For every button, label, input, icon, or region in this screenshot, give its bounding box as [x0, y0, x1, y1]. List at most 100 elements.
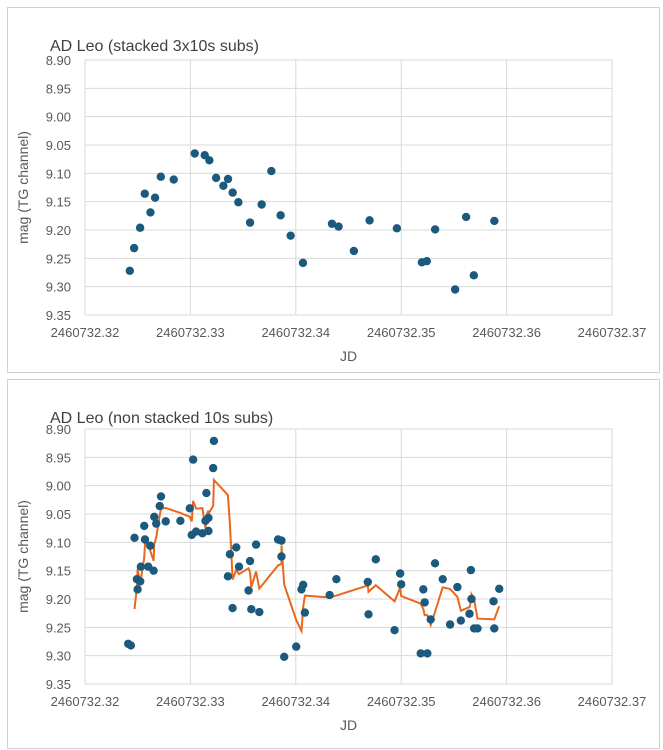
y-tick-label: 9.35 — [46, 677, 71, 692]
data-point — [363, 577, 372, 587]
data-point — [445, 620, 455, 629]
data-point — [205, 156, 214, 165]
data-point — [161, 517, 170, 526]
data-point — [298, 258, 308, 268]
data-point — [135, 223, 145, 232]
data-point — [422, 256, 432, 266]
y-tick-label: 9.15 — [46, 195, 71, 210]
data-point — [466, 565, 476, 575]
x-tick-label: 2460732.32 — [51, 325, 120, 340]
y-tick-label: 9.00 — [46, 479, 71, 494]
data-point — [461, 212, 471, 222]
data-point — [149, 566, 158, 575]
x-tick-label: 2460732.32 — [51, 694, 120, 709]
data-point — [438, 574, 447, 584]
data-point — [251, 540, 261, 549]
data-point — [130, 533, 139, 542]
data-point — [156, 492, 166, 501]
data-point — [223, 174, 233, 184]
x-tick-label: 2460732.35 — [367, 694, 436, 709]
data-point — [267, 166, 276, 176]
data-point — [257, 200, 266, 209]
y-tick-label: 9.00 — [46, 110, 71, 125]
data-point — [245, 218, 255, 227]
data-point — [152, 519, 161, 528]
data-point — [280, 652, 289, 661]
y-tick-label: 9.10 — [46, 166, 71, 181]
data-point — [286, 231, 295, 240]
data-point — [204, 513, 213, 523]
data-point — [450, 285, 460, 294]
x-tick-label: 2460732.36 — [472, 325, 541, 340]
data-point — [133, 585, 142, 594]
data-point — [332, 574, 341, 584]
data-point — [467, 594, 476, 604]
data-point — [247, 605, 256, 614]
chart-title: AD Leo (stacked 3x10s subs) — [50, 38, 259, 55]
data-point — [219, 181, 228, 190]
x-axis-label: JD — [340, 717, 357, 733]
y-tick-label: 9.20 — [46, 592, 71, 607]
data-point — [234, 562, 244, 571]
data-point — [188, 455, 198, 464]
data-point — [191, 527, 201, 536]
data-point — [234, 198, 243, 207]
y-tick-label: 8.90 — [46, 53, 71, 68]
data-point — [495, 584, 504, 593]
y-tick-label: 9.30 — [46, 280, 71, 295]
data-point — [325, 590, 334, 600]
data-point — [453, 582, 462, 592]
y-axis-label: mag (TG channel) — [15, 131, 31, 244]
data-point — [416, 649, 425, 658]
data-point — [277, 536, 286, 545]
data-point — [150, 512, 159, 522]
chart-non-stacked: AD Leo (non stacked 10s subs) 8.90 8.95 9.… — [7, 379, 660, 749]
y-tick-label: 9.05 — [46, 507, 71, 522]
data-point — [244, 586, 253, 595]
y-tick-label: 9.25 — [46, 251, 71, 266]
data-point — [469, 271, 479, 280]
x-tick-label: 2460732.34 — [261, 694, 330, 709]
data-point — [371, 555, 380, 564]
data-point — [208, 463, 218, 473]
data-point — [364, 610, 373, 619]
x-tick-label: 2460732.34 — [261, 325, 330, 340]
data-point — [232, 543, 241, 552]
data-point — [489, 597, 498, 606]
data-point — [140, 535, 150, 544]
data-point — [228, 603, 237, 613]
x-axis-label: JD — [340, 348, 357, 364]
data-point — [190, 149, 199, 158]
data-point — [490, 624, 499, 633]
chart-title: AD Leo (non stacked 10s subs) — [50, 410, 274, 427]
data-point — [276, 211, 285, 220]
x-tick-label: 2460732.37 — [578, 325, 647, 340]
y-tick-label: 9.35 — [46, 308, 71, 323]
moving-average-line — [133, 477, 501, 635]
y-tick-label: 9.30 — [46, 649, 71, 664]
x-tick-label: 2460732.33 — [156, 325, 225, 340]
data-point — [125, 266, 134, 275]
chart-stacked: AD Leo (stacked 3x10s subs) 8.90 8.95 9.00… — [7, 7, 660, 373]
data-point — [255, 607, 264, 617]
data-point — [211, 173, 221, 183]
data-point — [423, 649, 432, 658]
data-point — [490, 216, 499, 226]
data-point — [156, 172, 165, 181]
data-point — [140, 189, 149, 198]
data-point — [430, 225, 440, 234]
data-point — [155, 501, 164, 511]
data-point — [392, 224, 402, 233]
data-point — [420, 598, 429, 607]
data-point — [426, 615, 435, 624]
data-point — [140, 521, 149, 531]
data-point — [126, 641, 136, 650]
y-tick-label: 8.95 — [46, 81, 71, 96]
data-point — [300, 608, 310, 617]
data-point — [202, 488, 211, 498]
y-tick-label: 8.90 — [46, 422, 71, 437]
data-point — [245, 556, 255, 566]
y-tick-label: 9.25 — [46, 620, 71, 635]
data-point — [430, 559, 440, 568]
data-point — [397, 580, 406, 589]
